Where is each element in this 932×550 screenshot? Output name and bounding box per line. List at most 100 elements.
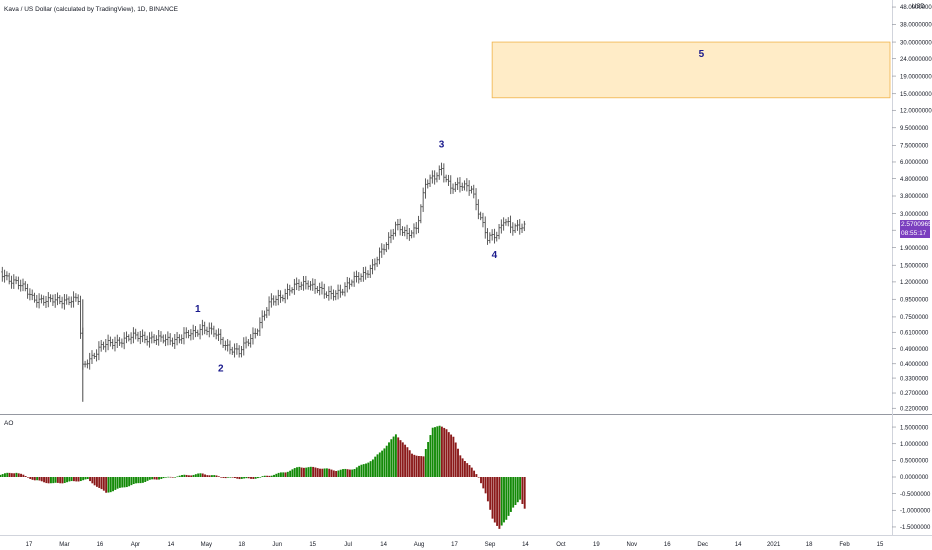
ao-bar: [250, 477, 252, 479]
time-axis[interactable]: 17 Mar 16 Apr 14 May 18 Jun 15 Jul 14 Aug 17 Sep 14 Oct…: [26, 542, 884, 548]
ao-bar: [408, 450, 411, 477]
wave-label-1[interactable]: 1: [195, 304, 201, 315]
ohlc-bar: [258, 317, 262, 336]
target-zone-box[interactable]: [491, 41, 891, 99]
ao-bar: [307, 467, 310, 477]
ohlc-bar: [182, 327, 186, 345]
ao-bar: [454, 442, 457, 477]
ohlc-bar: [51, 294, 55, 306]
ohlc-bar: [244, 336, 248, 349]
ao-bar: [24, 476, 27, 477]
price-pane[interactable]: [1, 41, 891, 402]
ao-bar: [452, 436, 455, 477]
time-tick-label: Jun: [272, 542, 282, 548]
ohlc-bar: [274, 295, 278, 306]
ao-bar: [337, 470, 340, 477]
ohlc-bar: [401, 226, 404, 236]
ao-bar: [496, 477, 499, 526]
ohlc-bar: [520, 223, 524, 234]
ao-bar: [378, 452, 381, 477]
wave-label-5[interactable]: 5: [699, 49, 705, 60]
ao-bar: [141, 477, 144, 483]
price-tick-label: 0.7500000: [900, 315, 929, 321]
ohlc-bar: [162, 334, 165, 344]
ao-bar: [440, 426, 443, 477]
ao-bar: [139, 477, 142, 484]
ao-axis[interactable]: 1.5000000 1.0000000 0.5000000 0.0000000 -0.5…: [892, 425, 931, 531]
ao-bar: [413, 454, 416, 477]
ao-bar: [475, 474, 478, 477]
symbol-title[interactable]: Kava / US Dollar (calculated by TradingV…: [4, 6, 179, 13]
ohlc-bar: [497, 224, 501, 240]
ao-bar: [434, 427, 436, 477]
ao-bar: [360, 464, 363, 477]
wave-labels[interactable]: 1 2 3 4 5: [195, 49, 705, 374]
ohlc-bar: [375, 256, 379, 267]
ao-bar: [493, 477, 496, 523]
price-tick-label: 9.5000000: [900, 126, 929, 132]
ao-tick-label: 0.0000000: [900, 475, 929, 481]
ao-bar: [362, 464, 365, 477]
ao-bar: [121, 477, 124, 488]
wave-label-2[interactable]: 2: [218, 364, 224, 375]
ao-bar: [516, 477, 519, 503]
wave-label-4[interactable]: 4: [492, 250, 498, 261]
ohlc-bar: [454, 181, 457, 192]
ohlc-bar: [49, 294, 52, 303]
ohlc-bar: [350, 279, 354, 287]
ohlc-bar: [70, 296, 73, 308]
ao-bar: [319, 468, 321, 477]
ohlc-bar: [366, 270, 370, 279]
ohlc-bar: [99, 339, 103, 352]
ao-bar: [153, 477, 156, 480]
price-tick-label: 0.9500000: [900, 297, 929, 303]
ohlc-bar: [191, 324, 195, 340]
ohlc-bar: [435, 172, 439, 183]
ohlc-bar: [481, 212, 485, 228]
ao-bar: [128, 477, 131, 487]
ao-bar: [158, 477, 160, 480]
ao-bar: [10, 473, 13, 477]
ao-bar: [33, 477, 36, 481]
ao-bar: [429, 435, 432, 477]
indicator-name[interactable]: AO: [4, 420, 13, 427]
ao-bar: [390, 439, 393, 477]
ohlc-bar: [488, 232, 492, 244]
ohlc-bar: [467, 180, 471, 196]
price-axis[interactable]: 48.0000000 38.0000000 30.0000000 24.0000000…: [892, 5, 932, 412]
ohlc-bar: [111, 338, 114, 350]
ao-bar: [240, 477, 243, 479]
ao-bar: [118, 477, 121, 488]
ohlc-bar: [148, 332, 151, 348]
ohlc-bar: [295, 277, 298, 291]
ao-bar: [135, 477, 137, 484]
ao-bar: [342, 469, 344, 477]
ohlc-bar: [155, 335, 158, 345]
ohlc-bar: [164, 334, 167, 347]
ohlc-bar: [495, 231, 498, 242]
ao-bar: [367, 462, 370, 477]
ohlc-bar: [129, 332, 133, 345]
ao-bar: [20, 473, 22, 477]
ao-bar: [355, 467, 358, 477]
ao-bar: [66, 477, 68, 483]
ao-bar: [268, 475, 271, 477]
ao-bar: [284, 472, 287, 477]
ao-bar: [422, 456, 425, 477]
ohlc-bar: [150, 331, 153, 344]
ao-tick-label: 1.5000000: [900, 425, 929, 431]
time-tick-label: Oct: [556, 542, 566, 548]
ao-pane[interactable]: [0, 425, 526, 529]
ohlc-bar: [357, 272, 360, 284]
ao-bar: [459, 455, 462, 477]
ohlc-bar: [311, 278, 314, 291]
wave-label-3[interactable]: 3: [439, 139, 445, 150]
ao-bar: [302, 467, 305, 477]
ao-bar: [40, 477, 43, 482]
ao-bar: [213, 475, 216, 477]
ohlc-bar: [389, 229, 393, 244]
price-tick-label: 6.0000000: [900, 160, 929, 166]
ao-bar: [514, 477, 517, 506]
ohlc-bar: [178, 334, 181, 344]
